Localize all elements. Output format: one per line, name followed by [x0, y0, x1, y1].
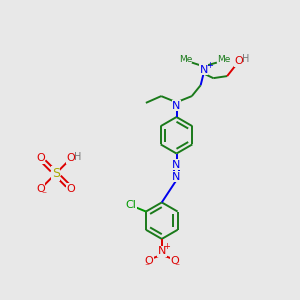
Text: N: N [172, 160, 181, 170]
Text: H: H [74, 152, 82, 162]
Text: N: N [172, 172, 181, 182]
Text: Me: Me [179, 55, 193, 64]
Text: N: N [158, 246, 166, 256]
Text: Cl: Cl [125, 200, 136, 210]
Text: O: O [67, 184, 76, 194]
Text: O: O [36, 153, 45, 163]
Text: +: + [207, 61, 214, 70]
Text: O: O [144, 256, 153, 266]
Text: Me: Me [218, 55, 231, 64]
Text: ⁻: ⁻ [174, 262, 179, 272]
Text: N: N [200, 65, 208, 75]
Text: +: + [164, 242, 170, 251]
Text: O: O [67, 153, 76, 163]
Text: N: N [172, 101, 181, 111]
Text: ⁻: ⁻ [41, 190, 46, 200]
Text: O: O [36, 184, 45, 194]
Text: O: O [170, 256, 179, 266]
Text: S: S [52, 167, 60, 180]
Text: H: H [242, 54, 249, 64]
Text: O: O [235, 56, 243, 66]
Text: ⁻: ⁻ [145, 262, 150, 272]
